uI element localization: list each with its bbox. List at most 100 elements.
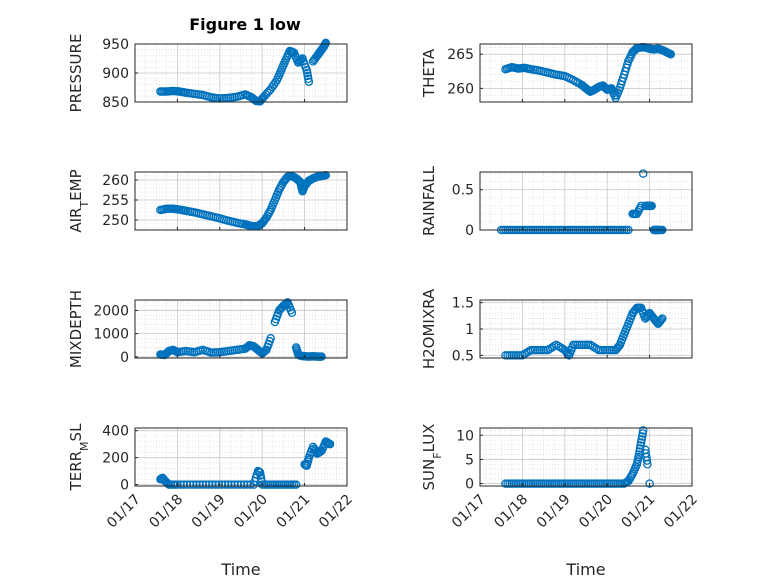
data-point [160,204,170,214]
data-point [524,479,534,488]
data-point [227,480,236,489]
y-tick-label: 0 [465,477,474,493]
data-point [173,205,183,214]
data-point [532,479,542,488]
y-tick-label: 0 [465,223,474,239]
figure-title: Figure 1 low [189,15,301,34]
data-point [195,480,204,489]
data-point [324,439,334,448]
x-tick-label: 01/20 [231,492,271,532]
data-point [575,479,584,488]
data-point [645,479,654,488]
data-point [612,344,621,354]
data-point [545,344,555,354]
y-tick-label: 1.5 [452,296,474,312]
data-point [525,64,534,74]
y-axis-label: RAINFALL [420,165,438,236]
data-point [638,169,648,178]
data-point [562,348,572,357]
y-tick-label: 200 [102,451,129,467]
data-point [518,63,528,73]
x-axis-label: Time [565,560,605,579]
data-point [650,315,660,325]
axes-box [134,299,348,359]
data-point [549,479,559,488]
x-tick-label: 01/20 [576,492,616,532]
data-point [160,87,170,96]
data-point [614,85,624,95]
axes-box [134,427,348,487]
data-point [213,348,222,357]
data-point [575,340,584,350]
data-point [636,441,645,450]
data-point [588,341,597,351]
y-axis-label: PRESSURE [67,34,85,113]
data-point [554,341,563,351]
x-tick-label: 01/21 [274,492,314,532]
axes-box [479,171,693,231]
data-point [642,452,651,462]
data-point [269,198,279,207]
data-point [289,480,299,489]
data-point [316,352,325,361]
data-point [230,345,239,355]
data-point [271,78,280,87]
x-tick-label: 01/17 [449,492,489,532]
data-point [233,480,243,489]
data-point [561,347,571,356]
data-point [592,479,601,488]
axes-background [480,428,692,486]
data-point [638,429,647,438]
data-point [179,480,189,489]
data-point [627,471,636,480]
subplot-2: 260 265 THETA [420,43,693,103]
y-tick-label: 255 [102,193,129,209]
data-point [187,89,197,98]
data-point [512,63,521,73]
subplot-4: 0 0.5 RAINFALL [420,165,693,239]
y-tick-label: 0 [120,350,129,366]
y-tick-label: 0.5 [452,348,474,364]
data-point [224,480,233,489]
data-point [171,480,180,489]
data-point [646,310,655,319]
data-point [269,80,279,89]
data-point [304,455,313,464]
data-point [637,435,646,444]
x-tick-label: 01/18 [146,492,186,532]
subplot-7: 0 200 400 01/17 01/18 01/19 01/20 01/21 01/22 Tim… [67,423,356,579]
data-point [636,438,646,447]
data-point [304,74,313,84]
data-point [192,480,201,489]
data-point [655,316,665,326]
data-point [552,340,561,350]
x-tick-label: 01/17 [104,492,144,532]
y-axis-label: H2OMIXRA [420,288,438,369]
y-tick-label: 950 [102,37,129,53]
y-tick-label: 2000 [93,303,129,319]
data-point [254,346,264,355]
y-tick-label: 0.5 [452,183,474,199]
data-point [566,74,576,84]
data-point [583,479,593,488]
data-point [167,86,176,96]
axes-box [134,171,348,231]
data-point [208,480,217,489]
data-point [198,480,208,489]
data-point [204,92,214,102]
subplot-3: 250 255 260 AIRTEMP [67,169,348,233]
axes-background [480,172,692,230]
data-point [187,347,197,357]
y-tick-label: 0 [120,478,129,494]
x-axis-label: Time [220,560,260,579]
y-tick-label: 900 [102,66,129,82]
data-point [196,346,205,355]
data-point [532,345,542,355]
subplot-8: 0 5 10 01/17 01/18 01/19 01/20 01/21 01/22 Time SU… [420,424,701,579]
data-point [623,60,632,69]
data-point [541,479,550,488]
data-point [507,479,517,488]
y-axis-label: AIRTEMP [67,169,91,232]
data-point [265,207,274,217]
x-tick-label: 01/18 [491,492,531,532]
